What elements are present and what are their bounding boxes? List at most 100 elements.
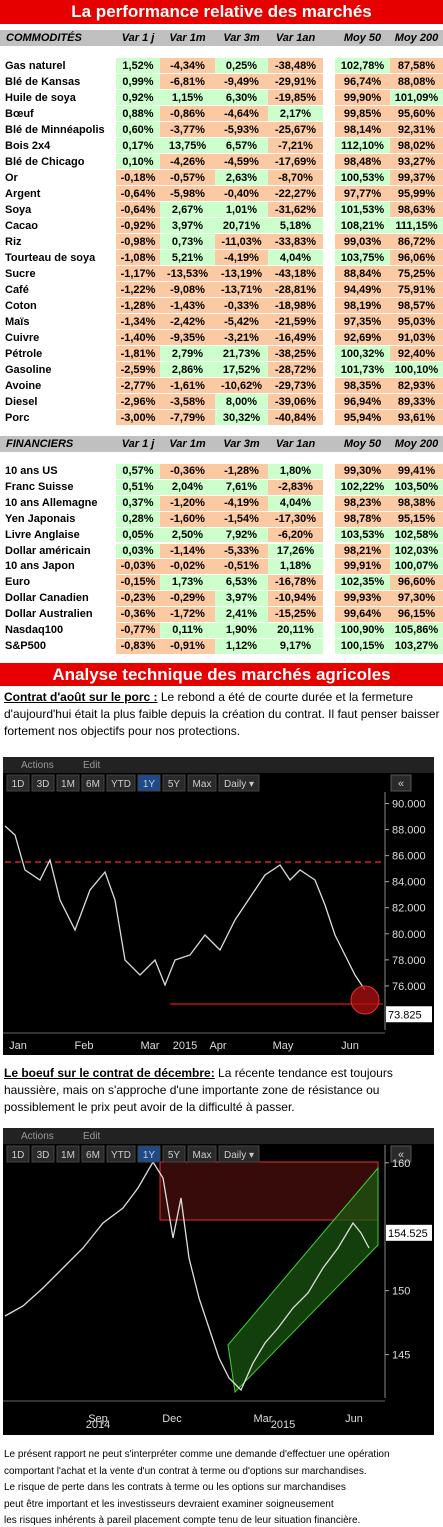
- value-cell: 92,69%: [335, 330, 390, 346]
- name-cell: Diesel: [4, 394, 116, 410]
- value-cell: 101,73%: [335, 362, 390, 378]
- paragraph-text: La récente tendance est toujours haussiè…: [4, 1066, 393, 1114]
- value-cell: -0,92%: [116, 218, 160, 234]
- value-cell: 1,73%: [160, 575, 215, 592]
- value-cell: 98,35%: [335, 378, 390, 394]
- value-cell: -28,72%: [268, 362, 323, 378]
- trend-channel: [227, 1166, 379, 1394]
- value-cell: 1,90%: [215, 623, 268, 639]
- toolbar-button[interactable]: [81, 1145, 105, 1163]
- value-cell: -29,73%: [268, 378, 323, 394]
- header-cell: Var 1an: [268, 436, 323, 452]
- price-chart: Actions Edit 1D 3D 1M 6M YTD 1Y 5Y Max Daily ▾ «160…: [3, 1128, 434, 1435]
- x-label: Mar: [141, 1040, 160, 1052]
- value-cell: 86,72%: [390, 234, 443, 250]
- toolbar-button[interactable]: [137, 1145, 161, 1163]
- value-cell: 103,75%: [335, 250, 390, 266]
- value-cell: 95,15%: [390, 511, 443, 528]
- value-cell: 98,63%: [390, 202, 443, 218]
- value-cell: -1,43%: [160, 298, 215, 314]
- toolbar-button[interactable]: [137, 774, 161, 792]
- toolbar-button[interactable]: [6, 1145, 30, 1163]
- value-cell: 99,91%: [335, 559, 390, 576]
- header-cell: Var 1an: [268, 30, 323, 46]
- toolbar-label: 1Y: [143, 1150, 156, 1161]
- toolbar-button[interactable]: [81, 774, 105, 792]
- value-cell: -1,28%: [215, 464, 268, 480]
- header-cell: Var 1m: [160, 436, 215, 452]
- toolbar-button[interactable]: [56, 1145, 80, 1163]
- value-cell: 17,52%: [215, 362, 268, 378]
- value-cell: -9,08%: [160, 282, 215, 298]
- menu-bar: [3, 1128, 434, 1144]
- value-cell: 92,31%: [390, 122, 443, 138]
- toolbar-button[interactable]: [106, 1145, 136, 1163]
- toolbar-button[interactable]: [106, 774, 136, 792]
- nav-button[interactable]: [390, 774, 412, 792]
- value-cell: 5,21%: [160, 250, 215, 266]
- value-cell: -1,34%: [116, 314, 160, 330]
- value-cell: 0,25%: [215, 58, 268, 74]
- value-cell: -0,77%: [116, 623, 160, 639]
- value-cell: 13,75%: [160, 138, 215, 154]
- value-cell: 0,60%: [116, 122, 160, 138]
- name-cell: Dollar Australien: [4, 607, 116, 623]
- banner: La performance relative des marchés: [0, 0, 443, 24]
- paragraph-heading: Le boeuf sur le contrat de décembre:: [4, 1066, 215, 1080]
- toolbar-button[interactable]: [56, 774, 80, 792]
- value-cell: 8,00%: [215, 394, 268, 410]
- value-cell: -0,23%: [116, 591, 160, 608]
- value-cell: -1,08%: [116, 250, 160, 266]
- value-cell: -19,85%: [268, 90, 323, 106]
- value-cell: 0,10%: [116, 154, 160, 170]
- value-cell: 99,41%: [390, 464, 443, 480]
- value-cell: 1,15%: [160, 90, 215, 106]
- value-cell: 2,63%: [215, 170, 268, 186]
- value-cell: -6,20%: [268, 527, 323, 544]
- value-cell: 100,15%: [335, 638, 390, 655]
- toolbar-button[interactable]: [187, 1145, 217, 1163]
- toolbar-button[interactable]: [6, 774, 30, 792]
- toolbar-button[interactable]: [31, 774, 55, 792]
- toolbar-button[interactable]: [162, 774, 186, 792]
- value-cell: 93,27%: [390, 154, 443, 170]
- header-cell: Moy 50: [335, 30, 390, 46]
- name-cell: 10 ans Allemagne: [4, 495, 116, 512]
- toolbar-button[interactable]: [218, 774, 260, 792]
- name-cell: Soya: [4, 202, 116, 218]
- value-cell: 0,73%: [160, 234, 215, 250]
- menu-item: Actions: [21, 760, 54, 771]
- toolbar-label: Daily ▾: [224, 1150, 254, 1161]
- paragraph: Le boeuf sur le contrat de décembre: La …: [4, 1065, 440, 1116]
- value-cell: -43,18%: [268, 266, 323, 282]
- y-tick-label: 160: [392, 1158, 410, 1170]
- footer-line: comportant l'achat et la vente d'un cont…: [4, 1465, 367, 1477]
- value-cell: -28,81%: [268, 282, 323, 298]
- value-cell: 108,21%: [335, 218, 390, 234]
- toolbar-button[interactable]: [162, 1145, 186, 1163]
- value-cell: 105,86%: [390, 623, 443, 639]
- value-cell: -17,30%: [268, 511, 323, 528]
- toolbar-button[interactable]: [218, 1145, 260, 1163]
- value-cell: 102,78%: [335, 58, 390, 74]
- value-cell: -0,64%: [116, 202, 160, 218]
- toolbar-label: 5Y: [168, 779, 181, 790]
- header-cell: Moy 200: [390, 436, 443, 452]
- toolbar-button[interactable]: [187, 774, 217, 792]
- name-cell: Cacao: [4, 218, 116, 234]
- value-cell: 96,60%: [390, 575, 443, 592]
- value-cell: 30,32%: [215, 410, 268, 426]
- value-cell: 0,51%: [116, 479, 160, 496]
- value-cell: 101,09%: [390, 90, 443, 106]
- value-cell: 1,12%: [215, 638, 268, 655]
- value-cell: 93,61%: [390, 410, 443, 426]
- value-cell: -0,57%: [160, 170, 215, 186]
- toolbar-button[interactable]: [31, 1145, 55, 1163]
- value-cell: 0,57%: [116, 464, 160, 480]
- value-cell: -1,28%: [116, 298, 160, 314]
- value-cell: 4,04%: [268, 495, 323, 512]
- value-cell: 88,84%: [335, 266, 390, 282]
- value-cell: 98,57%: [390, 298, 443, 314]
- nav-button[interactable]: [390, 1145, 412, 1163]
